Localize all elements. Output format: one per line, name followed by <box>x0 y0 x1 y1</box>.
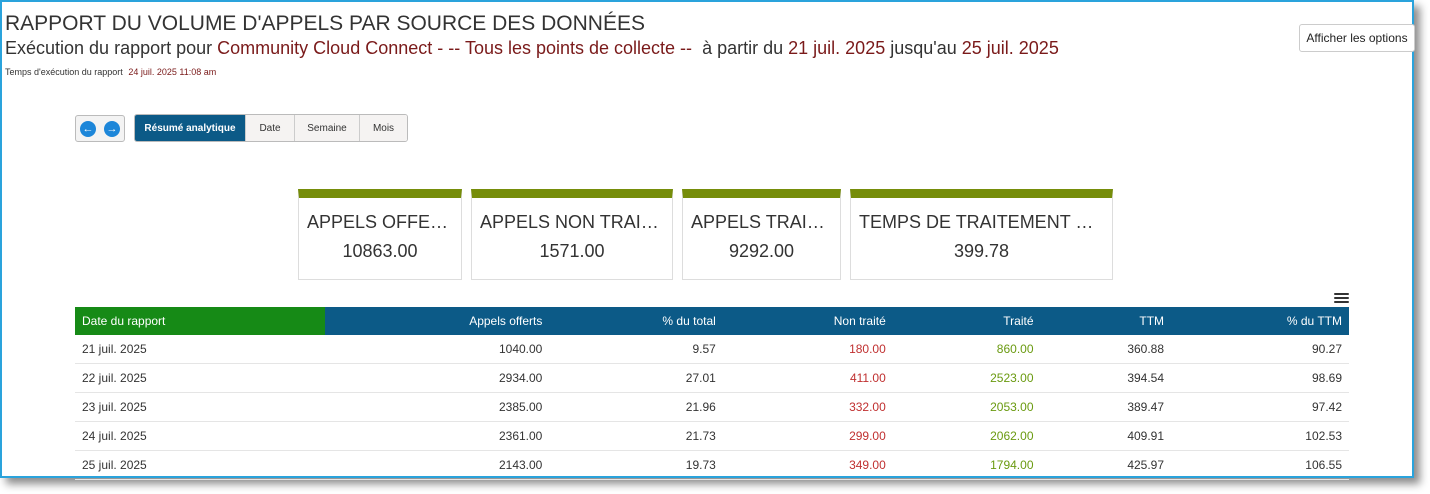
cell-offered: 2143.00 <box>325 450 550 480</box>
report-table: Date du rapport Appels offerts % du tota… <box>75 307 1349 480</box>
card-calls-handled: APPELS TRAITÉS 9292.00 <box>682 189 841 280</box>
tab-month[interactable]: Mois <box>359 115 407 141</box>
card-label: APPELS TRAITÉS <box>691 212 840 232</box>
cell-handled: 1794.00 <box>892 450 1041 480</box>
card-value: 399.78 <box>953 241 1010 261</box>
table-row: 23 juil. 2025 2385.00 21.96 332.00 2053.… <box>75 392 1349 422</box>
card-calls-offered: APPELS OFFERTS 10863.00 <box>298 189 462 280</box>
cell-pct-ttm: 98.69 <box>1171 363 1349 393</box>
cell-ttm: 425.97 <box>1040 450 1172 480</box>
cell-offered: 2361.00 <box>325 421 550 451</box>
end-date: 25 juil. 2025 <box>961 38 1059 58</box>
report-subtitle: Exécution du rapport pour Community Clou… <box>5 38 1059 59</box>
card-calls-abandoned: APPELS NON TRAITÉS 1571.00 <box>471 189 673 280</box>
cell-not-handled: 349.00 <box>722 450 893 480</box>
table-row: 21 juil. 2025 1040.00 9.57 180.00 860.00… <box>75 335 1349 364</box>
to-text: jusqu'au <box>890 38 957 58</box>
cell-ttm: 360.88 <box>1040 335 1172 364</box>
collection-points: - -- Tous les points de collecte -- <box>437 38 693 58</box>
table-row: 25 juil. 2025 2143.00 19.73 349.00 1794.… <box>75 450 1349 480</box>
cell-handled: 2523.00 <box>892 363 1041 393</box>
view-tabs: Résumé analytique Date Semaine Mois <box>134 114 408 142</box>
from-text: à partir du <box>702 38 784 58</box>
cell-pct-total: 9.57 <box>549 335 723 364</box>
card-label: TEMPS DE TRAITEMENT MO... <box>859 212 1112 232</box>
cell-pct-total: 21.96 <box>549 392 723 422</box>
report-title: RAPPORT DU VOLUME D'APPELS PAR SOURCE DE… <box>5 12 645 35</box>
cell-pct-total: 19.73 <box>549 450 723 480</box>
cell-date: 22 juil. 2025 <box>75 363 325 393</box>
arrow-right-circle-icon[interactable]: → <box>104 120 120 137</box>
table-row: 24 juil. 2025 2361.00 21.73 299.00 2062.… <box>75 421 1349 451</box>
runtime-value: 24 juil. 2025 11:08 am <box>128 67 217 77</box>
cell-pct-ttm: 102.53 <box>1171 421 1349 451</box>
cell-pct-ttm: 97.42 <box>1171 392 1349 422</box>
show-options-button[interactable]: Afficher les options <box>1299 24 1415 52</box>
cell-handled: 2062.00 <box>892 421 1041 451</box>
cell-ttm: 394.54 <box>1040 363 1172 393</box>
cell-not-handled: 299.00 <box>722 421 893 451</box>
card-value: 10863.00 <box>342 241 418 261</box>
card-average-handle-time: TEMPS DE TRAITEMENT MO... 399.78 <box>850 189 1113 280</box>
cell-pct-total: 27.01 <box>549 363 723 393</box>
table-row: 22 juil. 2025 2934.00 27.01 411.00 2523.… <box>75 363 1349 393</box>
col-header-pct-total[interactable]: % du total <box>549 307 723 335</box>
card-value: 9292.00 <box>728 241 795 261</box>
cell-offered: 1040.00 <box>325 335 550 364</box>
card-label: APPELS NON TRAITÉS <box>480 212 672 232</box>
col-header-pct-ttm[interactable]: % du TTM <box>1171 307 1349 335</box>
tab-date[interactable]: Date <box>245 115 294 141</box>
cell-ttm: 409.91 <box>1040 421 1172 451</box>
cell-not-handled: 180.00 <box>722 335 893 364</box>
hamburger-menu-icon[interactable] <box>1334 293 1349 304</box>
cell-offered: 2934.00 <box>325 363 550 393</box>
card-value: 1571.00 <box>539 241 605 261</box>
cell-pct-ttm: 90.27 <box>1171 335 1349 364</box>
table-header-row: Date du rapport Appels offerts % du tota… <box>75 307 1349 335</box>
cell-pct-total: 21.73 <box>549 421 723 451</box>
report-window: RAPPORT DU VOLUME D'APPELS PAR SOURCE DE… <box>0 0 1415 480</box>
cell-pct-ttm: 106.55 <box>1171 450 1349 480</box>
card-label: APPELS OFFERTS <box>307 212 461 232</box>
tab-week[interactable]: Semaine <box>294 115 359 141</box>
cell-handled: 2053.00 <box>892 392 1041 422</box>
tab-executive-summary[interactable]: Résumé analytique <box>135 115 245 141</box>
col-header-calls-offered[interactable]: Appels offerts <box>325 307 550 335</box>
runtime-label: Temps d'exécution du rapport <box>5 67 123 77</box>
arrow-left-circle-icon[interactable]: ← <box>80 120 96 137</box>
cell-not-handled: 332.00 <box>722 392 893 422</box>
runtime-line: Temps d'exécution du rapport 24 juil. 20… <box>5 67 216 77</box>
cell-ttm: 389.47 <box>1040 392 1172 422</box>
cell-not-handled: 411.00 <box>722 363 893 393</box>
col-header-report-date[interactable]: Date du rapport <box>75 307 325 335</box>
cell-date: 21 juil. 2025 <box>75 335 325 364</box>
subtitle-prefix: Exécution du rapport pour <box>5 38 213 58</box>
start-date: 21 juil. 2025 <box>788 38 886 58</box>
cell-handled: 860.00 <box>892 335 1041 364</box>
col-header-ttm[interactable]: TTM <box>1040 307 1172 335</box>
nav-arrows: ← → <box>75 115 125 142</box>
cell-date: 24 juil. 2025 <box>75 421 325 451</box>
cell-date: 25 juil. 2025 <box>75 450 325 480</box>
col-header-handled[interactable]: Traité <box>892 307 1041 335</box>
col-header-not-handled[interactable]: Non traité <box>722 307 893 335</box>
cell-date: 23 juil. 2025 <box>75 392 325 422</box>
cell-offered: 2385.00 <box>325 392 550 422</box>
source-name: Community Cloud Connect <box>217 38 433 58</box>
